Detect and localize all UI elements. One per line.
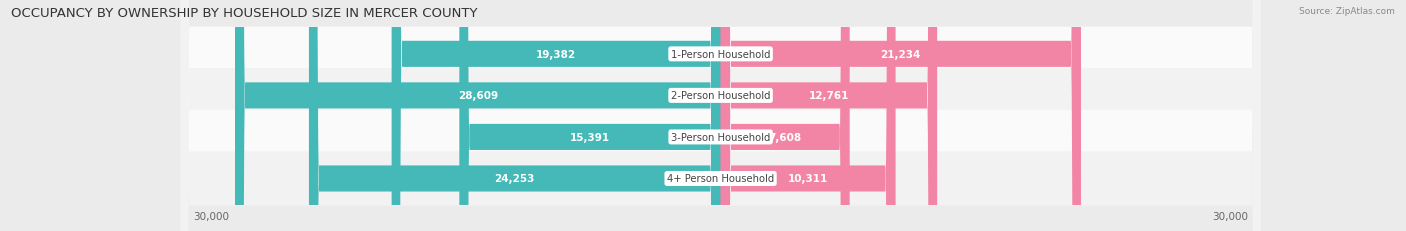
Text: 7,608: 7,608 — [769, 132, 801, 142]
Text: 30,000: 30,000 — [194, 211, 229, 221]
FancyBboxPatch shape — [720, 0, 849, 231]
Text: 1-Person Household: 1-Person Household — [671, 50, 770, 60]
Text: 3-Person Household: 3-Person Household — [671, 132, 770, 142]
Text: 30,000: 30,000 — [1212, 211, 1247, 221]
FancyBboxPatch shape — [235, 0, 721, 231]
Text: Source: ZipAtlas.com: Source: ZipAtlas.com — [1299, 7, 1395, 16]
Text: 10,311: 10,311 — [787, 174, 828, 184]
FancyBboxPatch shape — [181, 0, 1260, 231]
Text: OCCUPANCY BY OWNERSHIP BY HOUSEHOLD SIZE IN MERCER COUNTY: OCCUPANCY BY OWNERSHIP BY HOUSEHOLD SIZE… — [11, 7, 478, 20]
FancyBboxPatch shape — [720, 0, 896, 231]
FancyBboxPatch shape — [392, 0, 721, 231]
FancyBboxPatch shape — [181, 0, 1260, 231]
FancyBboxPatch shape — [181, 0, 1260, 231]
FancyBboxPatch shape — [181, 0, 1260, 231]
Text: 4+ Person Household: 4+ Person Household — [666, 174, 775, 184]
FancyBboxPatch shape — [720, 0, 1081, 231]
Text: 21,234: 21,234 — [880, 50, 921, 60]
FancyBboxPatch shape — [720, 0, 938, 231]
Text: 24,253: 24,253 — [495, 174, 534, 184]
Text: 19,382: 19,382 — [536, 50, 576, 60]
Text: 12,761: 12,761 — [808, 91, 849, 101]
Text: 15,391: 15,391 — [569, 132, 610, 142]
FancyBboxPatch shape — [309, 0, 721, 231]
Text: 2-Person Household: 2-Person Household — [671, 91, 770, 101]
FancyBboxPatch shape — [460, 0, 721, 231]
Text: 28,609: 28,609 — [458, 91, 498, 101]
